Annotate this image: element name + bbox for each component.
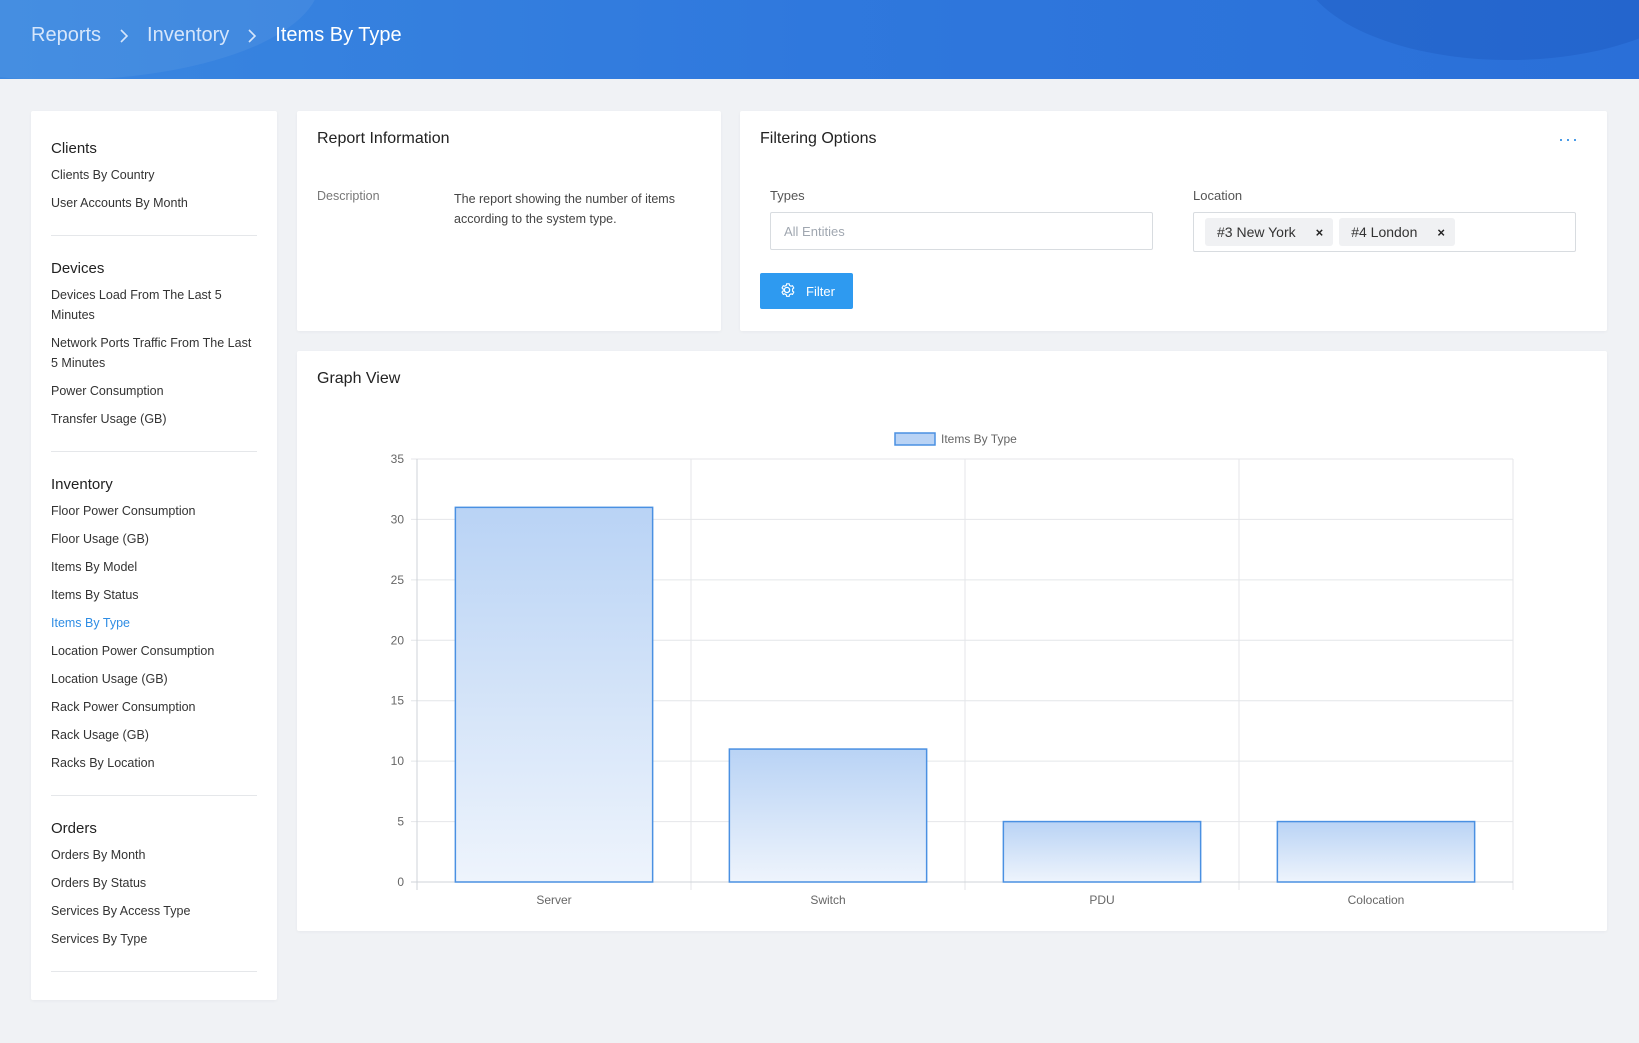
breadcrumb-current: Items By Type <box>275 24 402 46</box>
x-tick-label: PDU <box>1089 893 1114 907</box>
x-tick-label: Colocation <box>1348 893 1405 907</box>
page-header: Reports Inventory Items By Type <box>0 0 1639 79</box>
bar <box>454 506 654 883</box>
location-tag-label: #4 London <box>1351 224 1418 240</box>
types-label: Types <box>770 188 805 203</box>
more-dots-icon[interactable]: ··· <box>1558 129 1579 149</box>
description-label: Description <box>317 189 380 203</box>
gear-icon <box>778 281 796 302</box>
sidebar-item-orders-by-status[interactable]: Orders By Status <box>51 876 147 890</box>
card-title: Graph View <box>317 370 401 387</box>
y-tick-label: 20 <box>391 633 405 647</box>
location-tag: #4 London × <box>1339 218 1455 246</box>
y-tick-label: 0 <box>397 875 404 889</box>
sidebar-item-power-consumption[interactable]: Power Consumption <box>51 384 164 398</box>
bar <box>728 748 928 883</box>
card-title: Report Information <box>317 130 450 147</box>
sidebar-item-clients-by-country[interactable]: Clients By Country <box>51 168 155 182</box>
sidebar-item-floor-power-consumption[interactable]: Floor Power Consumption <box>51 504 196 518</box>
y-tick-label: 5 <box>397 815 404 829</box>
graph-view-card: Graph View 0 5 10 15 20 25 30 35 Server Switch PDU… <box>297 351 1607 931</box>
filter-button-label: Filter <box>806 283 835 299</box>
sidebar-item-floor-usage[interactable]: Floor Usage (GB) <box>51 532 149 546</box>
sidebar-section-clients: Clients Clients By Country User Accounts… <box>51 140 257 236</box>
sidebar-item-racks-by-location[interactable]: Racks By Location <box>51 756 155 770</box>
sidebar-item-user-accounts-by-month[interactable]: User Accounts By Month <box>51 196 188 210</box>
sidebar-heading: Devices <box>51 260 105 277</box>
breadcrumb-reports[interactable]: Reports <box>31 24 102 46</box>
sidebar-heading: Clients <box>51 140 97 157</box>
location-label: Location <box>1193 188 1243 203</box>
y-tick-label: 35 <box>391 452 405 466</box>
y-tick-label: 15 <box>391 694 405 708</box>
description-text: The report showing the number of items a… <box>454 192 675 226</box>
sidebar-section-inventory: Inventory Floor Power Consumption Floor … <box>51 476 257 796</box>
legend-swatch <box>894 432 936 446</box>
sidebar-item-location-usage[interactable]: Location Usage (GB) <box>51 672 168 686</box>
sidebar-item-items-by-model[interactable]: Items By Model <box>51 560 138 574</box>
location-select[interactable]: #3 New York × #4 London × <box>1193 212 1576 252</box>
chevron-right-icon <box>119 28 129 43</box>
x-tick-label: Switch <box>810 893 845 907</box>
sidebar-item-services-by-type[interactable]: Services By Type <box>51 932 148 946</box>
sidebar-item-items-by-status[interactable]: Items By Status <box>51 588 139 602</box>
sidebar-item-devices-load[interactable]: Devices Load From The Last 5 Minutes <box>51 288 222 322</box>
chevron-right-icon <box>247 28 257 43</box>
location-tag: #3 New York × <box>1205 218 1334 246</box>
report-information-card: Report Information Description The repor… <box>297 111 721 331</box>
sidebar-heading: Inventory <box>51 476 113 493</box>
sidebar-item-location-power-consumption[interactable]: Location Power Consumption <box>51 644 215 658</box>
legend-label: Items By Type <box>941 432 1017 446</box>
filtering-options-card: Filtering Options ··· Types Location #3 … <box>740 111 1607 331</box>
bar <box>1276 820 1476 883</box>
sidebar-item-rack-power-consumption[interactable]: Rack Power Consumption <box>51 700 196 714</box>
bar-chart: 0 5 10 15 20 25 30 35 Server Switch PDU Colocation I… <box>391 432 1514 907</box>
y-tick-label: 10 <box>391 754 405 768</box>
sidebar-heading: Orders <box>51 820 97 837</box>
sidebar-item-items-by-type[interactable]: Items By Type <box>51 616 130 630</box>
sidebar-item-network-ports-traffic[interactable]: Network Ports Traffic From The Last 5 Mi… <box>51 336 252 370</box>
sidebar: Clients Clients By Country User Accounts… <box>31 111 277 1000</box>
card-title: Filtering Options <box>760 130 877 147</box>
breadcrumb-inventory[interactable]: Inventory <box>147 24 230 46</box>
breadcrumb: Reports Inventory Items By Type <box>31 24 402 47</box>
bar <box>1002 820 1202 883</box>
remove-tag-icon[interactable]: × <box>1437 224 1445 240</box>
types-input[interactable] <box>770 212 1153 250</box>
y-tick-label: 30 <box>391 512 405 526</box>
sidebar-item-services-by-access-type[interactable]: Services By Access Type <box>51 904 191 918</box>
x-tick-label: Server <box>536 893 571 907</box>
remove-tag-icon[interactable]: × <box>1315 224 1324 240</box>
sidebar-item-rack-usage[interactable]: Rack Usage (GB) <box>51 728 149 742</box>
sidebar-item-orders-by-month[interactable]: Orders By Month <box>51 848 146 862</box>
sidebar-item-transfer-usage[interactable]: Transfer Usage (GB) <box>51 412 167 426</box>
header-decoration <box>1299 0 1639 60</box>
sidebar-section-orders: Orders Orders By Month Orders By Status … <box>51 820 257 972</box>
location-tag-label: #3 New York <box>1217 224 1296 240</box>
filter-button[interactable]: Filter <box>760 273 853 309</box>
y-tick-label: 25 <box>391 573 405 587</box>
sidebar-section-devices: Devices Devices Load From The Last 5 Min… <box>51 260 257 452</box>
